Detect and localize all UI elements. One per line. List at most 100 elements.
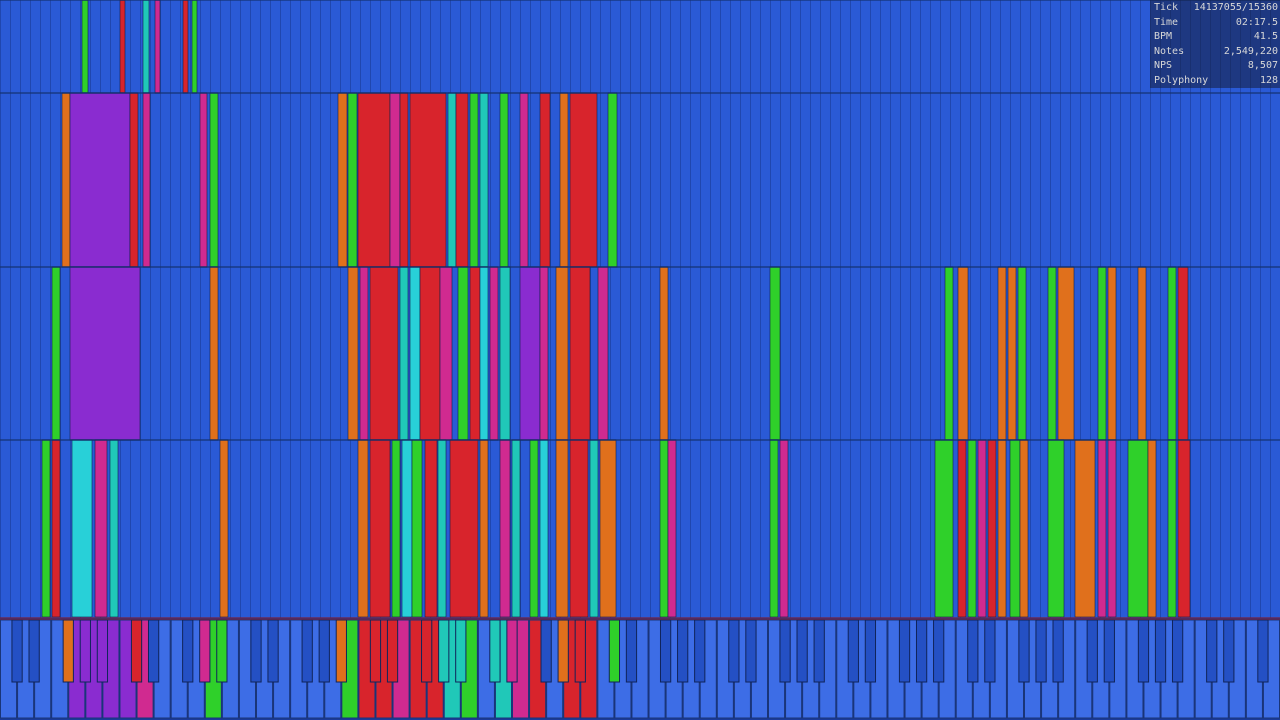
note: [51, 266, 61, 441]
note: [51, 439, 61, 618]
black-key: [369, 619, 382, 683]
black-key: [455, 619, 467, 683]
note: [347, 92, 358, 268]
row-divider: [0, 0, 1280, 1]
note: [411, 439, 423, 618]
black-key: [96, 619, 109, 683]
lane-line: [150, 0, 151, 618]
lane-line: [800, 0, 801, 618]
black-key: [318, 619, 330, 683]
note: [977, 439, 987, 618]
lane-line: [20, 0, 21, 618]
black-key: [250, 619, 262, 683]
lane-line: [10, 0, 11, 618]
note: [559, 92, 569, 268]
note: [957, 439, 967, 618]
black-key: [915, 619, 928, 683]
lane-line: [880, 0, 881, 618]
note: [219, 439, 229, 618]
note: [555, 266, 569, 441]
note: [499, 439, 511, 618]
lane-line: [1200, 0, 1201, 618]
lane-line: [1230, 0, 1231, 618]
lane-line: [610, 0, 611, 618]
black-key: [557, 619, 569, 683]
lane-line: [780, 0, 781, 618]
black-key: [1171, 619, 1184, 683]
note: [401, 439, 413, 618]
black-key: [301, 619, 313, 683]
note: [357, 439, 369, 618]
note: [1007, 266, 1017, 441]
lane-line: [1120, 0, 1121, 618]
note: [389, 92, 401, 268]
note: [142, 92, 151, 268]
note: [1107, 266, 1117, 441]
note: [569, 439, 589, 618]
stat-row: NPS 8,507: [1154, 59, 1278, 73]
lane-line: [270, 0, 271, 618]
black-key: [1086, 619, 1098, 683]
black-key: [694, 619, 706, 683]
note: [1107, 439, 1117, 618]
keyboard: [0, 617, 1280, 720]
note: [479, 439, 489, 618]
stat-value: 41.5: [1253, 31, 1278, 43]
stat-value: 14137055/15360: [1193, 2, 1278, 13]
lane-line: [1210, 0, 1211, 618]
note: [539, 439, 549, 618]
note: [659, 439, 669, 618]
note: [1047, 266, 1057, 441]
stat-label: Time: [1154, 16, 1179, 28]
black-key: [779, 619, 791, 683]
note: [369, 266, 399, 441]
lane-line: [1130, 0, 1131, 618]
black-key: [147, 619, 160, 683]
black-key: [386, 619, 399, 683]
black-key: [79, 619, 91, 683]
black-key: [1223, 619, 1235, 683]
note: [597, 266, 609, 441]
lane-line: [60, 0, 61, 618]
lane-line: [630, 0, 631, 618]
note: [199, 92, 208, 268]
note: [934, 439, 954, 618]
lane-line: [720, 0, 721, 618]
note: [479, 92, 489, 268]
row-divider: [0, 439, 1280, 441]
note: [359, 266, 369, 441]
lane-line: [240, 0, 241, 618]
note: [437, 439, 447, 618]
black-key: [1103, 619, 1115, 683]
note: [511, 439, 521, 618]
note: [419, 266, 441, 441]
stat-value: 2,549,220: [1223, 45, 1278, 57]
stat-label: BPM: [1154, 31, 1173, 43]
lane-line: [650, 0, 651, 618]
note: [449, 439, 479, 618]
note: [1167, 266, 1177, 441]
note: [599, 439, 617, 618]
lane-line: [1080, 0, 1081, 618]
note: [409, 266, 421, 441]
stat-value: 02:17.5: [1235, 16, 1278, 28]
lane-line: [680, 0, 681, 618]
lane-line: [640, 0, 641, 618]
note: [987, 439, 997, 618]
black-key: [796, 619, 808, 683]
black-key: [62, 619, 74, 683]
lane-line: [1250, 0, 1251, 618]
stat-label: NPS: [1154, 60, 1173, 72]
note: [61, 92, 71, 268]
note: [191, 0, 198, 94]
note: [439, 266, 453, 441]
note: [409, 92, 447, 268]
black-key: [1154, 619, 1167, 683]
stats-panel: Tick 14137055/15360 Time 02:17.5 BPM 41.5 Note…: [1150, 0, 1280, 88]
black-key: [438, 619, 450, 683]
lane-line: [790, 0, 791, 618]
lane-line: [1220, 0, 1221, 618]
lane-line: [690, 0, 691, 618]
note: [667, 439, 677, 618]
